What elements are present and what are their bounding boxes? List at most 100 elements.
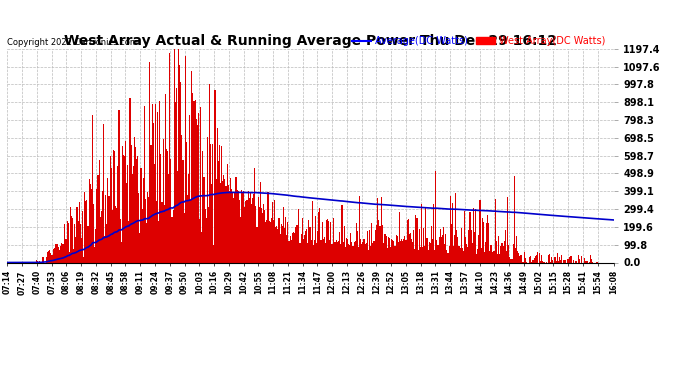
Bar xyxy=(170,159,171,262)
Bar xyxy=(179,65,180,262)
Bar xyxy=(333,218,334,262)
Bar xyxy=(325,243,326,262)
Bar xyxy=(309,227,310,262)
Bar xyxy=(146,223,147,262)
Bar xyxy=(276,225,277,262)
Bar xyxy=(351,242,353,262)
Bar xyxy=(579,259,580,262)
Bar xyxy=(187,195,188,262)
Bar xyxy=(561,255,562,262)
Bar xyxy=(101,211,102,262)
Bar xyxy=(261,208,262,262)
Bar xyxy=(509,256,511,262)
Bar xyxy=(378,220,379,262)
Bar xyxy=(320,240,322,262)
Bar xyxy=(489,252,491,262)
Bar xyxy=(506,251,507,262)
Bar xyxy=(124,156,125,262)
Bar xyxy=(239,200,240,262)
Bar xyxy=(229,190,230,262)
Bar xyxy=(136,159,137,262)
Bar xyxy=(49,250,50,262)
Bar xyxy=(322,222,323,262)
Bar xyxy=(141,209,143,262)
Bar xyxy=(397,242,399,262)
Bar xyxy=(336,240,337,262)
Bar xyxy=(558,261,559,262)
Bar xyxy=(348,244,349,262)
Bar xyxy=(491,252,493,262)
Bar xyxy=(70,207,71,262)
Bar xyxy=(221,146,222,262)
Bar xyxy=(176,87,177,262)
Bar xyxy=(282,226,283,262)
Bar xyxy=(393,241,395,262)
Bar xyxy=(414,249,415,262)
Bar xyxy=(69,252,70,262)
Bar xyxy=(138,193,139,262)
Bar xyxy=(353,242,355,262)
Bar xyxy=(210,144,211,262)
Bar xyxy=(345,247,346,262)
Bar xyxy=(53,249,55,262)
Bar xyxy=(250,192,251,262)
Bar xyxy=(117,166,119,262)
Bar xyxy=(39,261,40,262)
Bar xyxy=(388,237,389,262)
Bar xyxy=(198,113,199,262)
Bar xyxy=(445,234,446,262)
Bar xyxy=(277,229,279,262)
Bar xyxy=(161,202,163,262)
Bar xyxy=(130,145,132,262)
Bar xyxy=(399,212,400,262)
Bar xyxy=(497,254,498,262)
Bar xyxy=(105,195,106,262)
Bar xyxy=(535,255,537,262)
Bar xyxy=(326,220,327,262)
Bar xyxy=(211,184,213,262)
Bar xyxy=(92,115,93,262)
Bar xyxy=(52,255,53,262)
Bar xyxy=(516,236,517,262)
Bar xyxy=(310,240,312,262)
Bar xyxy=(182,160,184,262)
Bar xyxy=(458,246,460,262)
Bar xyxy=(505,230,506,262)
Bar xyxy=(360,238,362,262)
Bar xyxy=(432,238,433,262)
Bar xyxy=(42,257,43,262)
Bar xyxy=(410,233,411,262)
Bar xyxy=(155,104,156,262)
Bar xyxy=(563,260,564,262)
Bar xyxy=(293,232,294,262)
Bar xyxy=(164,205,165,262)
Bar xyxy=(476,254,477,262)
Bar xyxy=(441,237,442,262)
Bar xyxy=(50,253,51,262)
Bar xyxy=(91,189,92,262)
Bar xyxy=(112,210,113,262)
Bar xyxy=(149,62,150,262)
Bar xyxy=(220,183,221,262)
Bar xyxy=(305,231,306,262)
Bar xyxy=(190,200,191,262)
Bar xyxy=(318,212,319,262)
Bar xyxy=(284,228,285,262)
Bar xyxy=(144,106,145,262)
Bar xyxy=(168,174,169,262)
Bar xyxy=(460,248,461,262)
Bar xyxy=(474,232,475,262)
Bar xyxy=(417,250,419,262)
Bar xyxy=(315,216,316,262)
Bar xyxy=(485,242,486,262)
Bar xyxy=(231,189,232,262)
Bar xyxy=(371,223,373,262)
Bar xyxy=(241,190,242,262)
Bar xyxy=(232,192,233,262)
Bar xyxy=(60,246,61,262)
Bar xyxy=(255,206,257,262)
Bar xyxy=(423,228,424,262)
Bar xyxy=(86,200,88,262)
Bar xyxy=(200,106,201,262)
Bar xyxy=(415,214,417,262)
